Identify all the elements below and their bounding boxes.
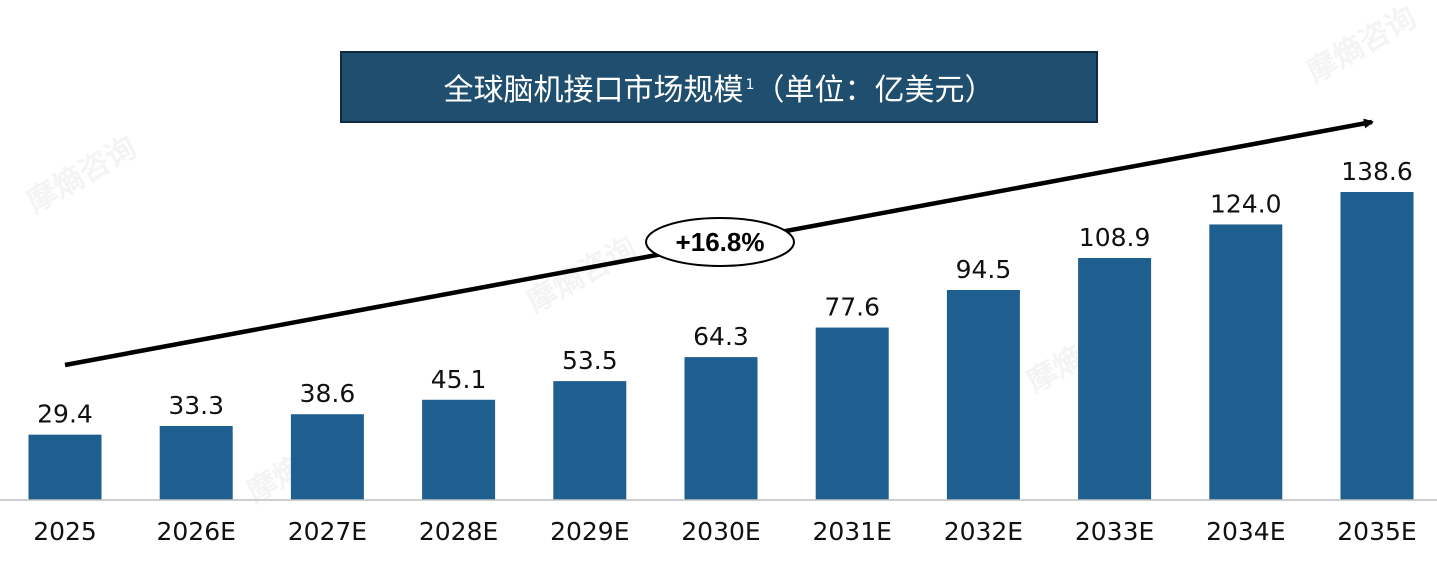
- x-tick-label-2029E: 2029E: [550, 517, 629, 546]
- value-label-2026E: 33.3: [168, 391, 224, 420]
- x-tick-label-2030E: 2030E: [681, 517, 760, 546]
- bar-2035E: [1340, 192, 1414, 500]
- chart-title-main: 全球脑机接口市场规模: [443, 73, 744, 108]
- bar-2029E: [553, 381, 627, 500]
- x-tick-label-2027E: 2027E: [288, 517, 367, 546]
- bar-2032E: [946, 290, 1020, 500]
- x-tick-label-2028E: 2028E: [419, 517, 498, 546]
- cagr-label: +16.8%: [676, 227, 765, 257]
- x-tick-label-2032E: 2032E: [944, 517, 1023, 546]
- x-tick-label-2026E: 2026E: [156, 517, 235, 546]
- value-label-2035E: 138.6: [1341, 157, 1413, 186]
- x-tick-label-2035E: 2035E: [1337, 517, 1416, 546]
- x-tick-label-2033E: 2033E: [1075, 517, 1154, 546]
- value-label-2030E: 64.3: [693, 322, 749, 351]
- bar-2030E: [684, 357, 758, 500]
- chart-title: 全球脑机接口市场规模 1 （单位：亿美元）: [340, 51, 1098, 123]
- value-label-2034E: 124.0: [1210, 189, 1282, 218]
- bar-2033E: [1078, 258, 1152, 500]
- bar-2027E: [290, 414, 364, 500]
- bar-2034E: [1209, 224, 1283, 500]
- bar-2026E: [159, 426, 233, 500]
- value-label-2025: 29.4: [37, 400, 93, 429]
- bar-2028E: [422, 399, 496, 500]
- chart-title-unit: （单位：亿美元）: [754, 73, 995, 108]
- title-footnote-mark: 1: [745, 77, 755, 93]
- value-label-2033E: 108.9: [1079, 223, 1151, 252]
- value-label-2029E: 53.5: [562, 346, 618, 375]
- value-label-2032E: 94.5: [956, 255, 1012, 284]
- value-label-2028E: 45.1: [431, 365, 487, 394]
- bar-2025: [28, 434, 102, 500]
- value-label-2031E: 77.6: [824, 293, 880, 322]
- x-tick-label-2031E: 2031E: [812, 517, 891, 546]
- x-tick-label-2025: 2025: [33, 517, 97, 546]
- cagr-ellipse: [645, 217, 795, 267]
- bar-2031E: [815, 327, 889, 500]
- value-label-2027E: 38.6: [300, 379, 356, 408]
- x-tick-label-2034E: 2034E: [1206, 517, 1285, 546]
